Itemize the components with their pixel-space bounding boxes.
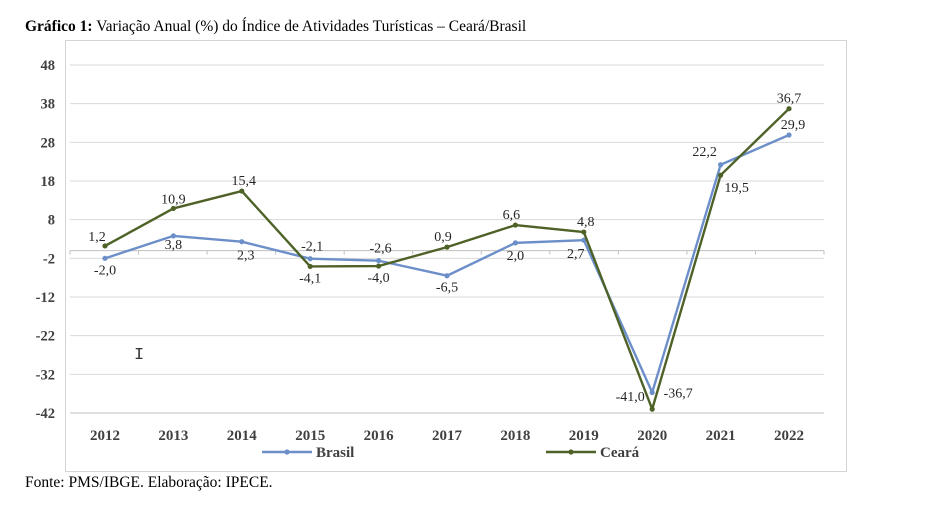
- data-point: [581, 237, 587, 243]
- data-label: -4,0: [368, 271, 390, 286]
- x-tick-label: 2016: [364, 428, 395, 444]
- y-tick-label: -22: [36, 329, 55, 345]
- data-point: [102, 243, 108, 249]
- data-label: -2,0: [94, 263, 116, 278]
- data-label: -41,0: [616, 390, 645, 405]
- x-tick-label: 2014: [227, 428, 258, 444]
- data-point: [649, 389, 655, 396]
- data-point: [718, 172, 724, 178]
- data-point: [718, 162, 724, 168]
- y-tick-label: 48: [41, 58, 56, 74]
- figure-caption: Gráfico 1: Variação Anual (%) do Índice …: [25, 18, 526, 36]
- x-tick-label: 2021: [706, 428, 736, 444]
- x-tick-label: 2015: [295, 428, 325, 444]
- data-label: 22,2: [692, 145, 717, 160]
- data-label: -4,1: [299, 271, 321, 286]
- data-label: 0,9: [434, 230, 452, 245]
- data-point: [307, 256, 313, 262]
- data-point: [581, 229, 587, 235]
- data-label: 4,8: [577, 215, 595, 230]
- data-point: [786, 132, 792, 138]
- data-point: [170, 233, 176, 239]
- y-tick-label: -32: [36, 367, 55, 383]
- data-label: 3,8: [165, 238, 183, 253]
- y-tick-label: 38: [41, 97, 56, 113]
- data-label: 2,0: [507, 249, 525, 264]
- x-tick-label: 2017: [432, 428, 463, 444]
- x-tick-label: 2019: [569, 428, 599, 444]
- data-label: 19,5: [724, 181, 749, 196]
- data-label: -6,5: [436, 281, 458, 296]
- legend-label: Brasil: [316, 445, 354, 461]
- data-point: [239, 188, 245, 194]
- y-tick-label: -2: [43, 251, 55, 267]
- y-tick-label: -42: [36, 406, 55, 422]
- x-tick-label: 2022: [774, 428, 804, 444]
- caption-text: Variação Anual (%) do Índice de Atividad…: [96, 18, 527, 35]
- data-point: [649, 406, 655, 412]
- y-tick-label: -12: [36, 290, 55, 306]
- legend-label: Ceará: [600, 445, 640, 461]
- source-note: Fonte: PMS/IBGE. Elaboração: IPECE.: [25, 474, 273, 491]
- data-point: [376, 263, 382, 269]
- data-label: 6,6: [503, 208, 521, 223]
- legend-marker: [568, 449, 574, 455]
- x-tick-label: 2020: [637, 428, 667, 444]
- series-line-ceara: [104, 107, 790, 411]
- data-point: [239, 239, 245, 245]
- chart-container: [65, 40, 847, 472]
- data-label: 10,9: [161, 192, 186, 207]
- x-tick-label: 2012: [90, 428, 120, 444]
- data-point: [444, 273, 450, 279]
- series-line-brasil: [104, 133, 790, 394]
- data-point: [786, 106, 792, 112]
- data-point: [307, 263, 313, 270]
- y-tick-label: 8: [48, 213, 55, 229]
- data-label: -2,1: [301, 240, 323, 255]
- y-tick-label: 18: [41, 174, 56, 190]
- text-cursor-icon: I: [134, 346, 145, 365]
- x-tick-label: 2018: [500, 428, 530, 444]
- data-label: 2,3: [237, 249, 255, 264]
- data-point: [512, 240, 519, 246]
- data-label: 29,9: [781, 118, 806, 133]
- data-label: 1,2: [88, 230, 106, 245]
- legend-marker: [284, 449, 290, 455]
- data-point: [444, 244, 450, 250]
- x-tick-label: 2013: [158, 428, 188, 444]
- data-point: [102, 255, 108, 261]
- data-point: [376, 258, 382, 264]
- data-label: 15,4: [232, 174, 257, 189]
- data-label: -2,6: [370, 242, 392, 257]
- caption-prefix: Gráfico 1:: [25, 18, 93, 35]
- data-label: -36,7: [664, 387, 693, 402]
- data-point: [512, 222, 519, 228]
- y-tick-label: 28: [41, 135, 56, 151]
- data-label: 36,7: [777, 92, 802, 107]
- data-label: 2,7: [567, 247, 585, 262]
- data-point: [170, 205, 176, 212]
